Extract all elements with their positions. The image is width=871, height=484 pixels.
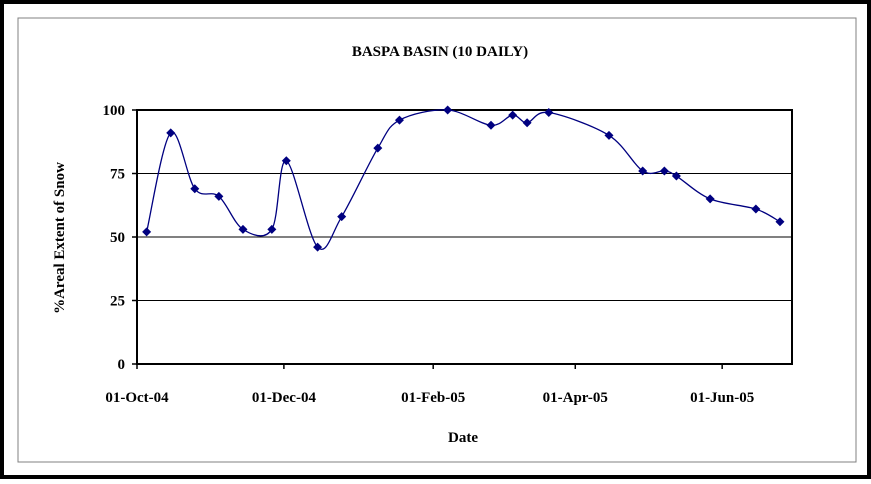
data-point [238, 224, 248, 234]
data-point [373, 143, 383, 153]
data-point [522, 118, 532, 128]
data-point [394, 115, 404, 125]
data-point [281, 156, 291, 166]
chart-title: BASPA BASIN (10 DAILY) [352, 44, 528, 60]
x-tick-label: 01-Feb-05 [401, 390, 465, 406]
data-point [775, 217, 785, 227]
data-point [604, 130, 614, 140]
data-point [166, 128, 176, 138]
data-point [659, 166, 669, 176]
y-tick-label: 50 [110, 230, 125, 246]
data-point [638, 166, 648, 176]
data-point [443, 105, 453, 115]
data-point [705, 194, 715, 204]
x-tick-label: 01-Apr-05 [543, 390, 608, 406]
y-tick-label: 100 [103, 103, 126, 119]
x-tick-label: 01-Oct-04 [105, 390, 169, 406]
x-axis-label: Date [448, 430, 478, 446]
data-point [337, 212, 347, 222]
data-point [313, 242, 323, 252]
data-point [190, 184, 200, 194]
x-tick-label: 01-Jun-05 [690, 390, 754, 406]
y-tick-label: 25 [110, 294, 125, 310]
data-point [267, 224, 277, 234]
data-point [486, 120, 496, 130]
plot-border [136, 109, 793, 365]
data-point [508, 110, 518, 120]
data-point [142, 227, 152, 237]
data-point [671, 171, 681, 181]
y-tick-label: 0 [118, 357, 126, 373]
data-point [544, 108, 554, 118]
data-point [214, 191, 224, 201]
data-point [751, 204, 761, 214]
y-axis-label: %Areal Extent of Snow [52, 162, 68, 314]
y-tick-label: 75 [110, 167, 125, 183]
x-tick-label: 01-Dec-04 [252, 390, 317, 406]
